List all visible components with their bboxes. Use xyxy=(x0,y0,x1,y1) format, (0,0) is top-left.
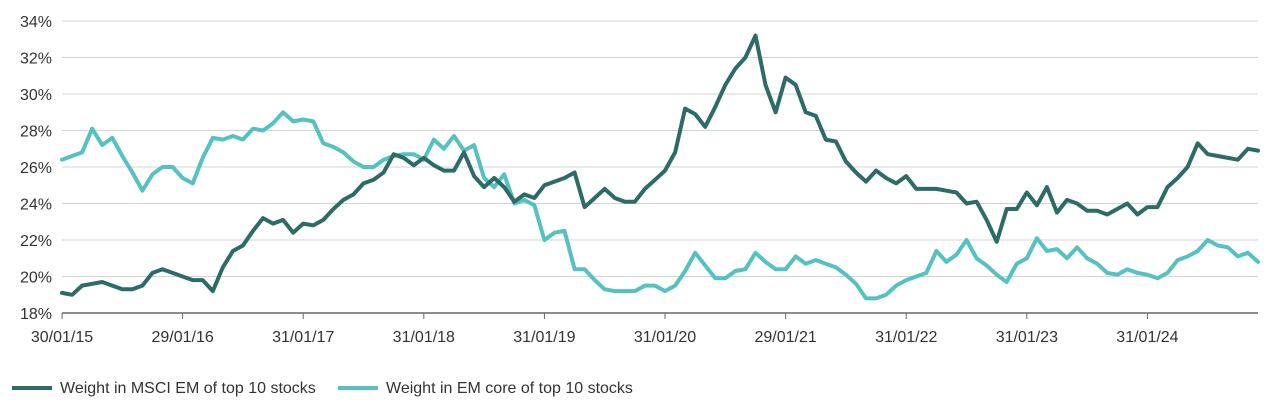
legend-label-msci-em: Weight in MSCI EM of top 10 stocks xyxy=(60,380,316,397)
y-tick-label: 24% xyxy=(20,197,52,214)
x-tick-label: 31/01/20 xyxy=(634,329,696,346)
grid-lines xyxy=(62,20,1258,277)
y-axis-ticks: 18% 20% 22% 24% 26% 28% 30% 32% 34% xyxy=(20,14,52,323)
x-tick-label: 29/01/16 xyxy=(151,329,213,346)
y-tick-label: 22% xyxy=(20,233,52,250)
y-tick-label: 20% xyxy=(20,270,52,287)
x-tick-label: 30/01/15 xyxy=(31,329,93,346)
x-tick-label: 31/01/18 xyxy=(393,329,455,346)
x-tick-label: 29/01/21 xyxy=(754,329,816,346)
x-tick-label: 31/01/24 xyxy=(1116,329,1178,346)
y-tick-label: 28% xyxy=(20,124,52,141)
x-tick-label: 31/01/17 xyxy=(272,329,334,346)
legend: Weight in MSCI EM of top 10 stocks Weigh… xyxy=(12,380,633,397)
y-tick-label: 32% xyxy=(20,51,52,68)
y-tick-label: 26% xyxy=(20,160,52,177)
legend-label-em-core: Weight in EM core of top 10 stocks xyxy=(386,380,633,397)
y-tick-label: 18% xyxy=(20,306,52,323)
x-axis-ticks: 30/01/15 29/01/16 31/01/17 31/01/18 31/01/19… xyxy=(31,313,1179,346)
series-line-msci-em xyxy=(60,33,1260,297)
series-line-em-core xyxy=(60,110,1260,301)
x-tick-label: 31/01/19 xyxy=(513,329,575,346)
y-tick-label: 30% xyxy=(20,87,52,104)
x-tick-label: 31/01/22 xyxy=(875,329,937,346)
x-tick-label: 31/01/23 xyxy=(996,329,1058,346)
y-tick-label: 34% xyxy=(20,14,52,31)
series-lines xyxy=(60,33,1260,301)
